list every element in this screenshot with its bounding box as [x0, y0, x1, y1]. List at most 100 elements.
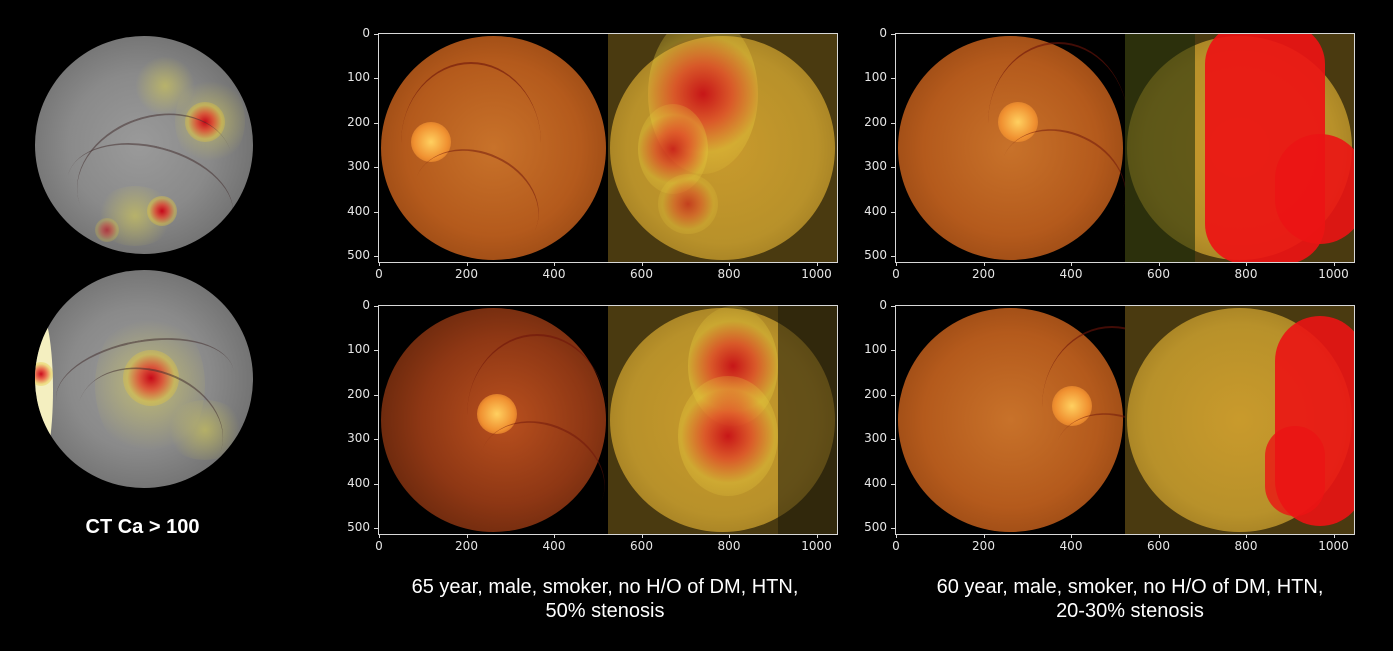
x-tick-label: 200 [447, 539, 487, 553]
y-tick-label: 400 [857, 476, 887, 490]
x-tick-label: 800 [1226, 539, 1266, 553]
group-2-caption-line2: 20-30% stenosis [890, 599, 1370, 623]
y-tick-mark [891, 350, 895, 351]
plot-row2-col1 [378, 305, 838, 535]
x-tick-mark [1159, 262, 1160, 266]
x-tick-mark [554, 534, 555, 538]
y-tick-mark [891, 528, 895, 529]
group-1-caption-line2: 50% stenosis [370, 599, 840, 623]
y-tick-mark [374, 78, 378, 79]
y-tick-label: 0 [340, 26, 370, 40]
y-tick-mark [891, 123, 895, 124]
group-2-caption: 60 year, male, smoker, no H/O of DM, HTN… [890, 575, 1370, 623]
y-tick-label: 400 [340, 476, 370, 490]
x-tick-mark [642, 534, 643, 538]
x-tick-label: 600 [1139, 539, 1179, 553]
y-tick-label: 400 [857, 204, 887, 218]
y-tick-mark [891, 256, 895, 257]
x-tick-label: 1000 [1314, 539, 1354, 553]
y-tick-mark [891, 212, 895, 213]
y-tick-mark [374, 123, 378, 124]
y-tick-label: 0 [857, 298, 887, 312]
x-tick-mark [817, 262, 818, 266]
left-fundus-image-top [35, 36, 253, 254]
x-tick-mark [896, 534, 897, 538]
y-tick-label: 500 [857, 520, 887, 534]
x-tick-label: 0 [359, 539, 399, 553]
left-caption: CT Ca > 100 [60, 515, 225, 539]
x-tick-mark [817, 534, 818, 538]
x-tick-label: 800 [1226, 267, 1266, 281]
y-tick-label: 300 [857, 431, 887, 445]
x-tick-mark [729, 262, 730, 266]
y-tick-label: 200 [857, 387, 887, 401]
plot-row2-col2 [895, 305, 1355, 535]
y-tick-mark [891, 306, 895, 307]
x-tick-mark [642, 262, 643, 266]
y-tick-label: 0 [340, 298, 370, 312]
y-tick-mark [374, 34, 378, 35]
x-tick-mark [554, 262, 555, 266]
x-tick-mark [1334, 262, 1335, 266]
x-tick-label: 200 [447, 267, 487, 281]
x-tick-mark [1246, 262, 1247, 266]
y-tick-label: 100 [340, 342, 370, 356]
y-tick-mark [891, 395, 895, 396]
fundus-original [896, 34, 1125, 262]
y-tick-mark [374, 167, 378, 168]
fundus-original [379, 306, 608, 534]
x-tick-mark [984, 534, 985, 538]
fundus-heatmap [608, 306, 837, 534]
x-tick-label: 0 [359, 267, 399, 281]
y-tick-label: 400 [340, 204, 370, 218]
y-tick-mark [374, 439, 378, 440]
y-tick-mark [374, 528, 378, 529]
y-tick-mark [374, 212, 378, 213]
x-tick-mark [1246, 534, 1247, 538]
x-tick-label: 200 [964, 267, 1004, 281]
group-2-caption-line1: 60 year, male, smoker, no H/O of DM, HTN… [890, 575, 1370, 599]
x-tick-label: 1000 [797, 539, 837, 553]
y-tick-label: 100 [340, 70, 370, 84]
x-tick-label: 200 [964, 539, 1004, 553]
group-1-caption: 65 year, male, smoker, no H/O of DM, HTN… [370, 575, 840, 623]
y-tick-label: 500 [340, 520, 370, 534]
x-tick-label: 600 [622, 539, 662, 553]
x-tick-label: 600 [1139, 267, 1179, 281]
y-tick-label: 200 [340, 115, 370, 129]
y-tick-label: 200 [340, 387, 370, 401]
x-tick-label: 400 [1051, 539, 1091, 553]
x-tick-mark [379, 534, 380, 538]
y-tick-mark [374, 484, 378, 485]
x-tick-mark [1334, 534, 1335, 538]
x-tick-label: 400 [534, 539, 574, 553]
y-tick-label: 300 [340, 159, 370, 173]
y-tick-mark [374, 395, 378, 396]
x-tick-mark [1071, 534, 1072, 538]
x-tick-mark [896, 262, 897, 266]
x-tick-label: 800 [709, 539, 749, 553]
x-tick-mark [379, 262, 380, 266]
y-tick-mark [891, 484, 895, 485]
x-tick-label: 400 [534, 267, 574, 281]
x-tick-label: 1000 [1314, 267, 1354, 281]
fundus-original [379, 34, 608, 262]
x-tick-label: 0 [876, 539, 916, 553]
y-tick-label: 100 [857, 342, 887, 356]
y-tick-label: 100 [857, 70, 887, 84]
plot-row1-col2 [895, 33, 1355, 263]
y-tick-mark [891, 78, 895, 79]
plot-row1-col1 [378, 33, 838, 263]
x-tick-label: 1000 [797, 267, 837, 281]
y-tick-label: 300 [857, 159, 887, 173]
y-tick-mark [891, 439, 895, 440]
x-tick-mark [467, 534, 468, 538]
x-tick-mark [1071, 262, 1072, 266]
x-tick-mark [467, 262, 468, 266]
fundus-heatmap [1125, 306, 1354, 534]
y-tick-label: 0 [857, 26, 887, 40]
y-tick-mark [891, 167, 895, 168]
y-tick-mark [374, 306, 378, 307]
x-tick-label: 400 [1051, 267, 1091, 281]
y-tick-label: 500 [857, 248, 887, 262]
